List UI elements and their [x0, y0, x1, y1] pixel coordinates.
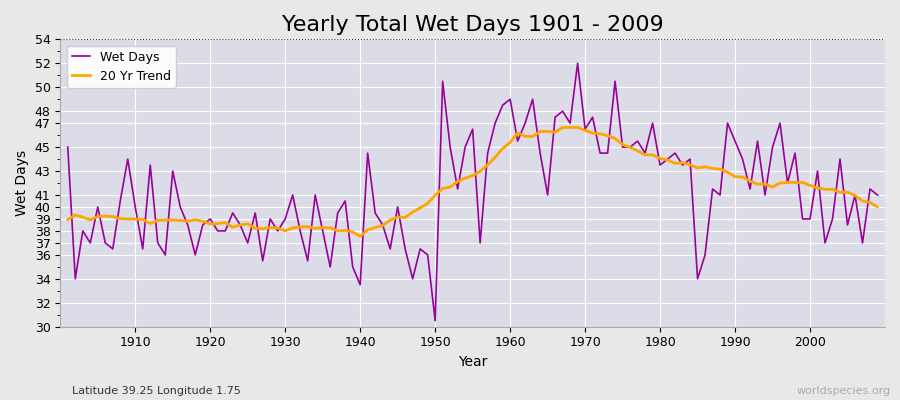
20 Yr Trend: [512, 130, 523, 135]
Wet Days: [572, 61, 583, 66]
Wet Days: [62, 145, 73, 150]
Legend: Wet Days, 20 Yr Trend: Wet Days, 20 Yr Trend: [67, 46, 176, 88]
20 Yr Trend: [287, 225, 298, 230]
X-axis label: Year: Year: [458, 355, 487, 369]
Title: Yearly Total Wet Days 1901 - 2009: Yearly Total Wet Days 1901 - 2009: [282, 15, 663, 35]
Wet Days: [505, 97, 516, 102]
20 Yr Trend: [332, 228, 343, 233]
Wet Days: [512, 139, 523, 144]
20 Yr Trend: [355, 234, 365, 239]
Line: Wet Days: Wet Days: [68, 63, 878, 321]
Line: 20 Yr Trend: 20 Yr Trend: [68, 128, 878, 236]
Text: worldspecies.org: worldspecies.org: [796, 386, 891, 396]
Wet Days: [332, 210, 343, 215]
Wet Days: [430, 318, 441, 323]
Wet Days: [287, 193, 298, 198]
20 Yr Trend: [62, 217, 73, 222]
20 Yr Trend: [609, 136, 620, 141]
20 Yr Trend: [557, 125, 568, 130]
Text: Latitude 39.25 Longitude 1.75: Latitude 39.25 Longitude 1.75: [72, 386, 241, 396]
Wet Days: [609, 79, 620, 84]
Wet Days: [122, 157, 133, 162]
20 Yr Trend: [122, 216, 133, 221]
Y-axis label: Wet Days: Wet Days: [15, 150, 29, 216]
Wet Days: [872, 193, 883, 198]
20 Yr Trend: [872, 204, 883, 209]
20 Yr Trend: [505, 140, 516, 145]
